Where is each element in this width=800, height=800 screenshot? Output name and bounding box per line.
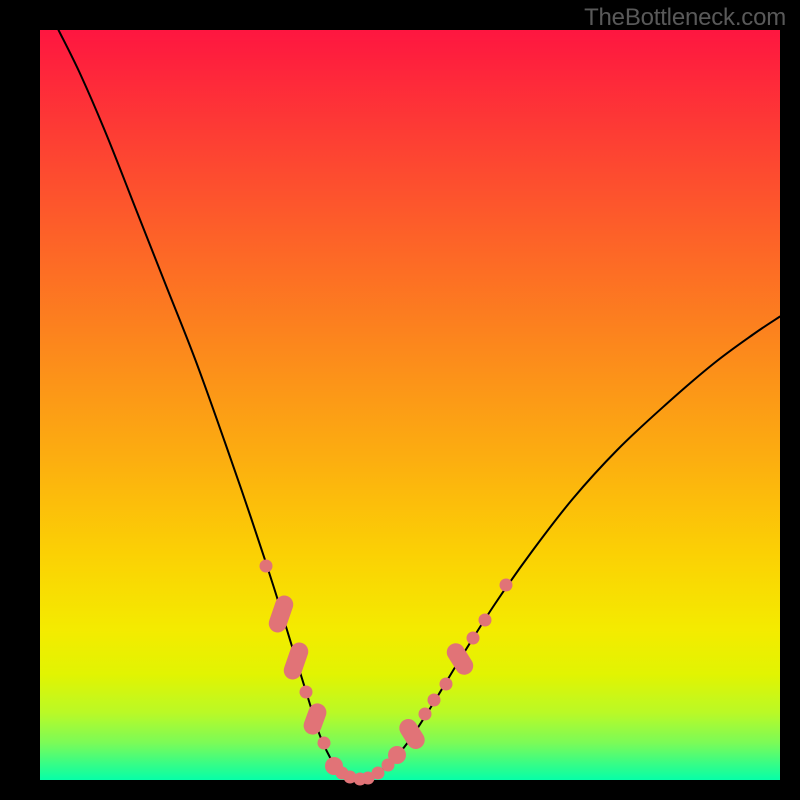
data-marker bbox=[388, 746, 406, 764]
data-marker bbox=[318, 736, 331, 749]
data-marker bbox=[299, 685, 312, 698]
data-marker bbox=[439, 678, 452, 691]
data-marker bbox=[428, 693, 441, 706]
attribution-text: TheBottleneck.com bbox=[584, 4, 786, 32]
data-marker bbox=[500, 579, 513, 592]
plot-area bbox=[40, 30, 780, 780]
chart-container: TheBottleneck.com bbox=[0, 0, 800, 800]
curve-layer bbox=[40, 30, 780, 780]
data-marker bbox=[478, 613, 491, 626]
data-marker bbox=[418, 708, 431, 721]
data-marker bbox=[259, 560, 272, 573]
data-marker bbox=[466, 632, 479, 645]
bottleneck-curve bbox=[59, 30, 781, 779]
